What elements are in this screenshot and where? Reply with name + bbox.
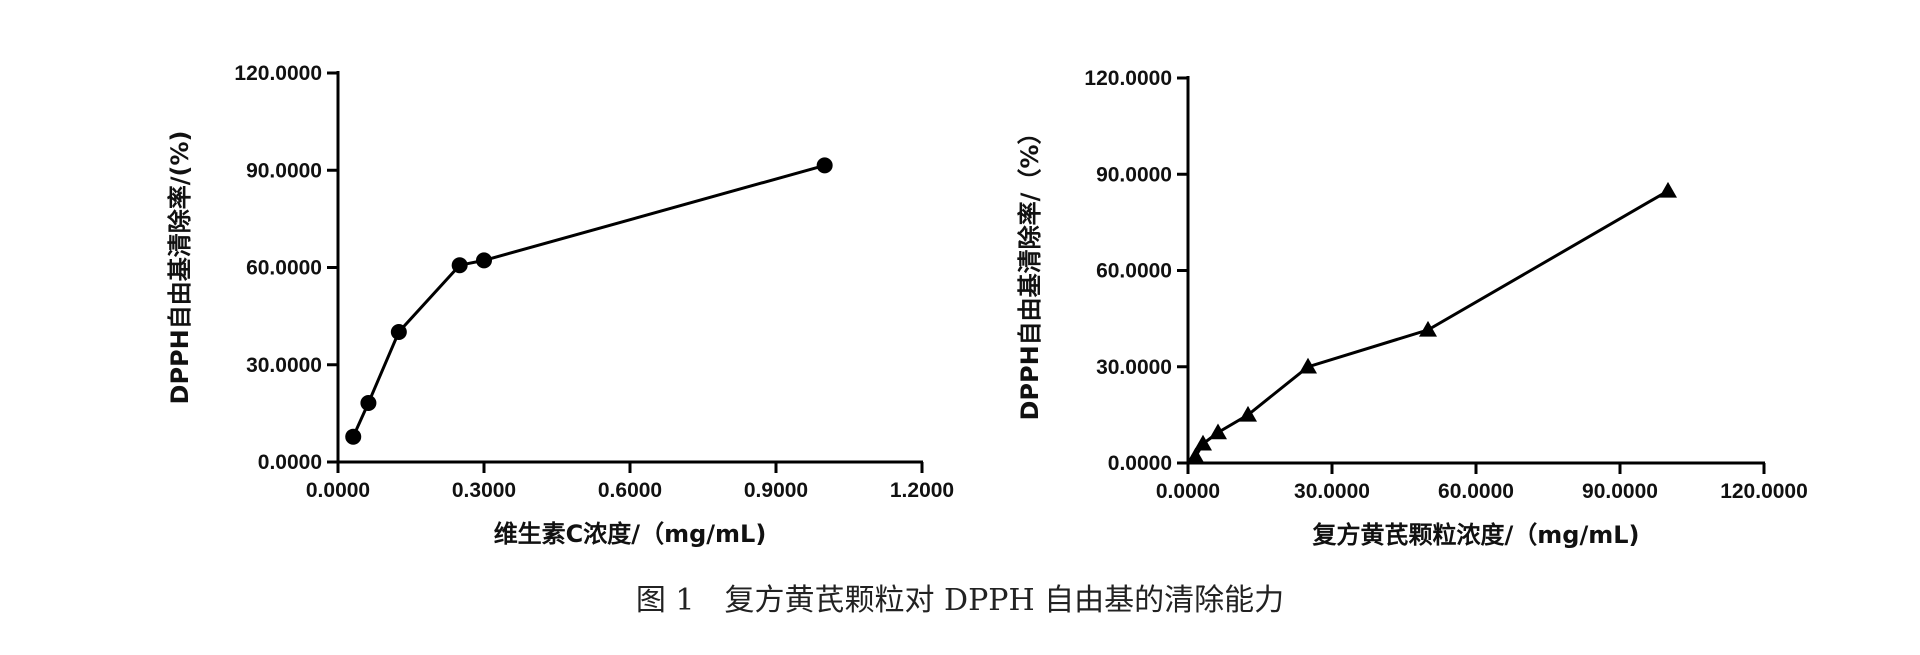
- x-tick-label: 0.9000: [744, 479, 808, 502]
- x-tick-label: 120.0000: [1720, 480, 1808, 503]
- data-point: [451, 257, 468, 274]
- data-point: [1209, 423, 1227, 440]
- data-point: [1419, 320, 1437, 337]
- y-tick-label: 0.0000: [258, 451, 322, 474]
- y-tick-label: 120.0000: [1084, 67, 1172, 90]
- x-tick-label: 30.0000: [1294, 480, 1370, 503]
- series-line: [1194, 189, 1669, 458]
- data-point: [816, 157, 833, 174]
- data-point: [345, 428, 362, 445]
- data-point: [476, 252, 492, 269]
- y-tick-label: 120.0000: [234, 62, 322, 85]
- data-point: [1659, 181, 1677, 198]
- y-axis-label: DPPH自由基清除率/(%): [166, 131, 194, 405]
- data-point: [1194, 434, 1212, 451]
- data-point: [1186, 447, 1205, 464]
- series-line: [351, 163, 826, 438]
- y-tick-label: 30.0000: [1096, 356, 1172, 379]
- data-point: [1239, 405, 1257, 422]
- y-tick-label: 60.0000: [1096, 260, 1172, 283]
- x-axis-label: 维生素C浓度/（mg/mL): [494, 520, 767, 548]
- chart-compound-astragalus-granules: 0.0000 30.0000 60.0000 90.0000 120.0000 0.000…: [1016, 67, 1808, 549]
- data-point: [1299, 357, 1317, 374]
- y-tick-label: 90.0000: [1096, 163, 1172, 186]
- x-axis-label: 复方黄芪颗粒浓度/（mg/mL): [1312, 521, 1640, 549]
- y-tick-label: 90.0000: [246, 159, 322, 182]
- data-point: [390, 324, 407, 341]
- y-axis-label: DPPH自由基清除率/（%）: [1016, 121, 1044, 421]
- x-tick-label: 60.0000: [1438, 480, 1514, 503]
- x-tick-label: 0.0000: [1156, 480, 1220, 503]
- x-tick-label: 0.6000: [598, 479, 662, 502]
- data-point: [360, 395, 377, 412]
- x-tick-label: 1.2000: [890, 479, 954, 502]
- x-tick-label: 0.0000: [306, 479, 370, 502]
- figure-caption: 图 1 复方黄芪颗粒对 DPPH 自由基的清除能力: [636, 583, 1284, 618]
- chart-vitamin-c: 0.0000 30.0000 60.0000 90.0000 120.0000 0.000…: [166, 62, 954, 548]
- x-tick-label: 0.3000: [452, 479, 516, 502]
- y-tick-label: 30.0000: [246, 354, 322, 377]
- x-tick-label: 90.0000: [1582, 480, 1658, 503]
- y-tick-label: 60.0000: [246, 257, 322, 280]
- y-tick-label: 0.0000: [1108, 452, 1172, 475]
